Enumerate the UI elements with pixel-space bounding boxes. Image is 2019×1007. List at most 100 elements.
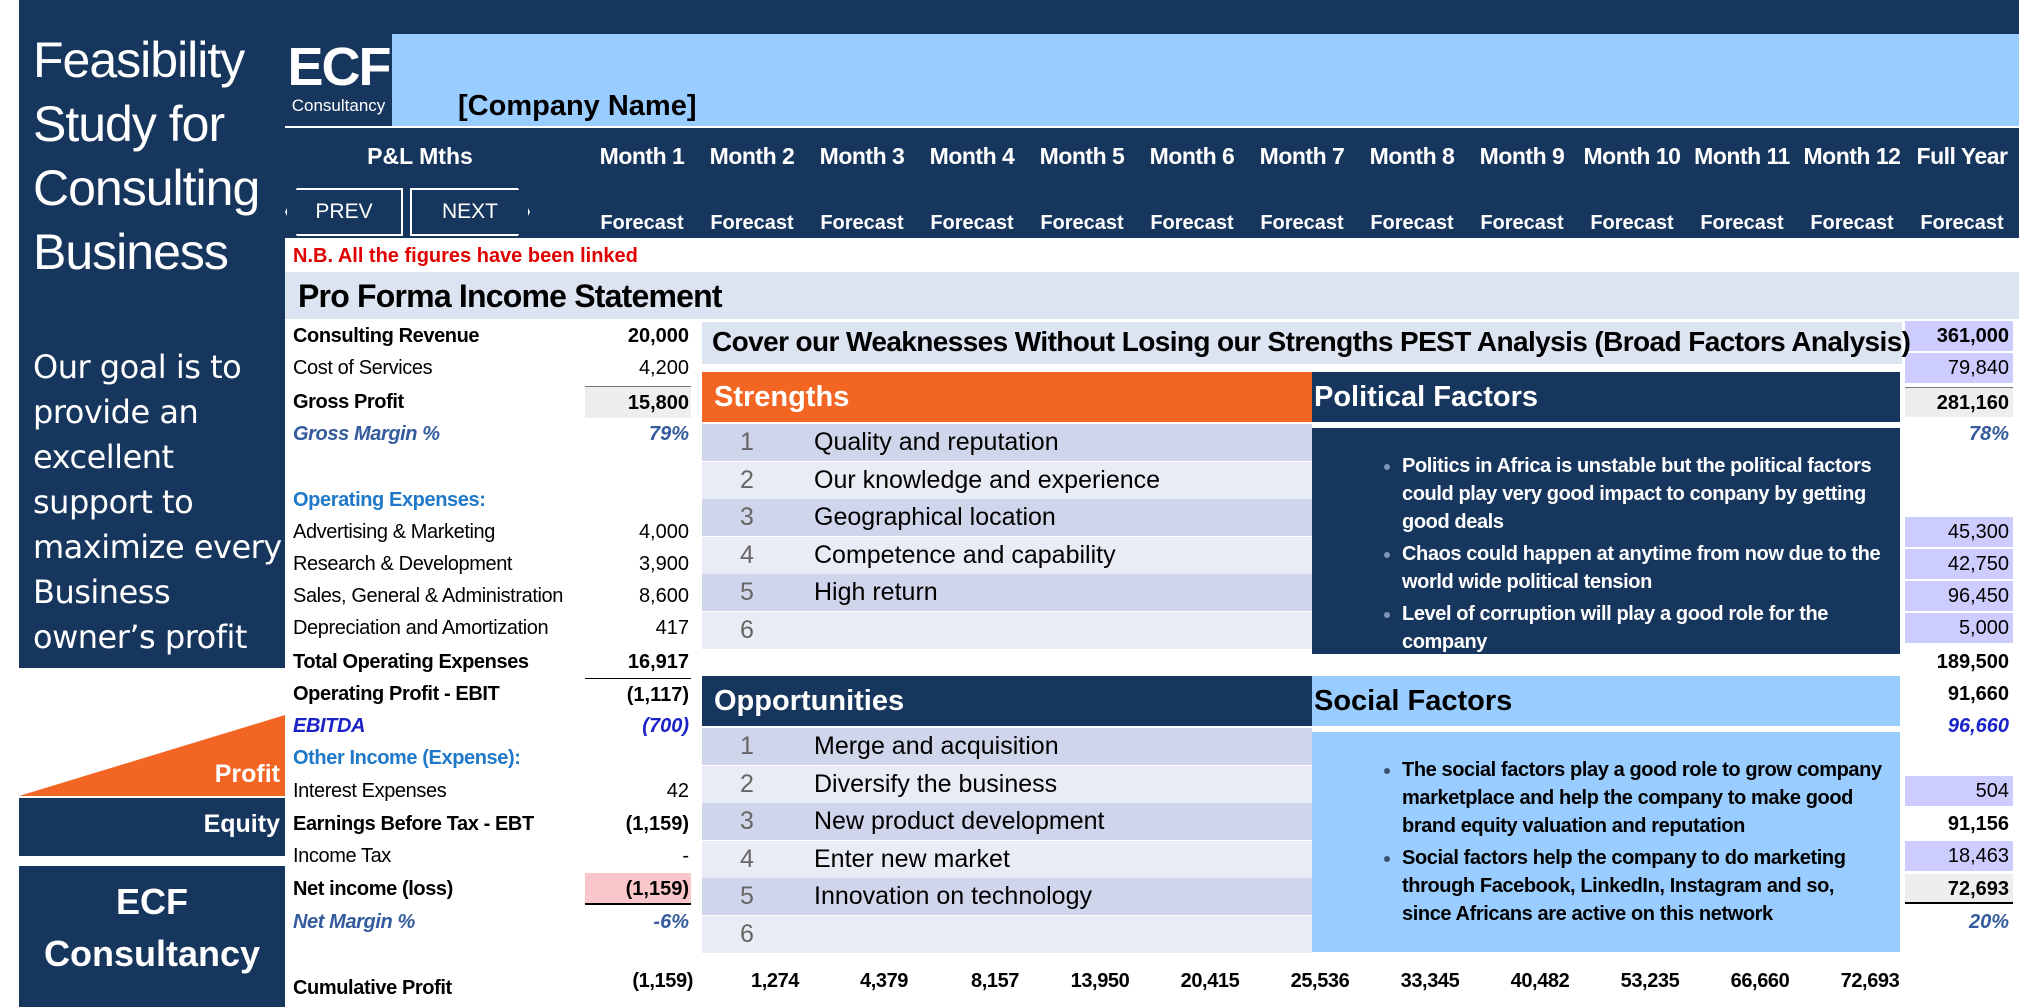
strength-item-text: Competence and capability: [814, 540, 1116, 569]
header-band: [285, 34, 2019, 126]
top-band: [285, 0, 2019, 34]
month-header: Month 9: [1479, 143, 1565, 169]
month-header: Month 2: [709, 143, 795, 169]
social-factors-box: The social factors play a good role to g…: [1312, 732, 1900, 952]
opportunity-item: 5 Innovation on technology: [702, 878, 1312, 915]
full-year-value: 45,300: [1905, 517, 2013, 547]
statement-row-value: 4,200: [638, 357, 689, 379]
statement-row-value: -: [682, 845, 689, 867]
cumulative-value: 8,157: [970, 970, 1020, 992]
opportunity-item: 3 New product development: [702, 803, 1312, 840]
opportunity-item-number: 5: [740, 882, 754, 910]
cumulative-value: 72,693: [1840, 970, 1900, 992]
statement-row-value: (1,159): [585, 873, 691, 905]
statement-row-label: Other Income (Expense):: [293, 747, 521, 769]
month-header: Full Year: [1916, 143, 2008, 169]
political-header: Political Factors: [1312, 372, 1900, 422]
strength-item-number: 6: [740, 615, 754, 644]
opportunity-item-text: Merge and acquisition: [814, 732, 1059, 760]
month-header: Month 5: [1039, 143, 1125, 169]
cumulative-profit-label: Cumulative Profit: [293, 977, 452, 999]
forecast-label: Forecast: [1810, 212, 1894, 234]
strength-item: 3 Geographical location: [702, 499, 1312, 536]
opportunity-item-text: Innovation on technology: [814, 882, 1092, 910]
statement-row-value: 15,800: [585, 386, 691, 418]
ecf-logo-icon: ((( eCF: [20, 710, 138, 772]
statement-row-value: [585, 484, 691, 516]
cumulative-value: 53,235: [1620, 970, 1680, 992]
cumulative-value: 1,274: [750, 970, 800, 992]
ecf-logo: ECF Consultancy: [285, 34, 392, 126]
opportunity-item-text: Enter new market: [814, 844, 1010, 873]
statement-row-label: Gross Profit: [293, 391, 404, 413]
forecast-label: Forecast: [1700, 212, 1784, 234]
statement-row-label: Cost of Services: [293, 357, 433, 379]
statement-row-label: Gross Margin %: [293, 423, 440, 445]
forecast-label: Forecast: [1370, 212, 1454, 234]
full-year-value: 96,660: [1947, 715, 2009, 737]
strength-item-text: Quality and reputation: [814, 428, 1059, 456]
next-button[interactable]: NEXT: [410, 188, 530, 236]
month-header: Month 4: [929, 143, 1015, 169]
month-header: Month 1: [599, 143, 685, 169]
cumulative-value: 66,660: [1730, 970, 1790, 992]
cumulative-value: 20,415: [1180, 970, 1240, 992]
strength-item-number: 5: [740, 578, 754, 606]
month-header: Month 3: [819, 143, 905, 169]
strengths-header: Strengths: [702, 372, 1312, 422]
sidebar-panel: [19, 0, 285, 668]
linked-figures-note: N.B. All the figures have been linked: [293, 245, 638, 267]
strength-item-text: High return: [814, 578, 938, 606]
forecast-label: Forecast: [710, 212, 794, 234]
statement-row-value: 417: [655, 617, 689, 639]
full-year-value: 189,500: [1936, 651, 2009, 673]
statement-row-value: 16,917: [627, 651, 689, 673]
logo-big-text: ECF: [287, 37, 392, 97]
forecast-label: Forecast: [930, 212, 1014, 234]
opportunity-item-number: 2: [740, 769, 754, 798]
strength-item-text: Geographical location: [814, 503, 1056, 531]
full-year-value: 78%: [1968, 423, 2009, 445]
statement-row-label: Consulting Revenue: [293, 325, 480, 347]
analysis-title: Cover our Weaknesses Without Losing our …: [712, 326, 1911, 357]
cumulative-value: 13,950: [1070, 970, 1130, 992]
sidebar-goal: Our goal is to provide an excellent supp…: [33, 348, 282, 656]
opportunity-item: 1 Merge and acquisition: [702, 728, 1312, 765]
analysis-header-band: [702, 322, 1902, 364]
statement-row-label: EBITDA: [293, 715, 366, 737]
statement-row-value: 8,600: [638, 585, 689, 607]
strength-item-number: 2: [740, 465, 754, 494]
statement-row-label: Advertising & Marketing: [293, 521, 496, 543]
profit-button[interactable]: Profit: [214, 760, 280, 788]
opportunity-item: 6: [702, 915, 1312, 953]
statement-row-value: 3,900: [638, 553, 689, 575]
statement-row-label: Research & Development: [293, 553, 513, 575]
profit-triangle: [19, 715, 285, 796]
full-year-value: 18,463: [1905, 841, 2013, 871]
statement-row-value: (1,159): [625, 813, 689, 835]
opportunity-item-number: 3: [740, 807, 754, 835]
forecast-label: Forecast: [600, 212, 684, 234]
prev-button[interactable]: PREV: [285, 188, 403, 236]
statement-row-label: Net Margin %: [293, 911, 415, 933]
equity-button[interactable]: Equity: [203, 810, 280, 838]
statement-row-value: 20,000: [627, 325, 689, 347]
political-factors-list: Politics in Africa is unstable but the p…: [1402, 452, 1884, 656]
statement-row-label: Net income (loss): [293, 878, 453, 900]
forecast-label: Forecast: [1150, 212, 1234, 234]
cumulative-value: 40,482: [1510, 970, 1570, 992]
month-header: Month 12: [1803, 143, 1901, 169]
social-header: Social Factors: [1312, 676, 1900, 726]
statement-row-label: Interest Expenses: [293, 780, 447, 802]
forecast-label: Forecast: [1480, 212, 1564, 234]
full-year-value: 79,840: [1905, 353, 2013, 383]
month-header: Month 11: [1694, 143, 1790, 169]
forecast-label: Forecast: [1040, 212, 1124, 234]
cumulative-value: 4,379: [859, 970, 909, 992]
opportunity-item-number: 1: [740, 732, 754, 760]
full-year-value: [1905, 485, 2013, 515]
pl-months-label: P&L Mths: [367, 143, 473, 169]
factor-bullet: The social factors play a good role to g…: [1402, 756, 1884, 840]
opportunity-item-text: Diversify the business: [814, 769, 1058, 798]
factor-bullet: Level of corruption will play a good rol…: [1402, 600, 1884, 656]
